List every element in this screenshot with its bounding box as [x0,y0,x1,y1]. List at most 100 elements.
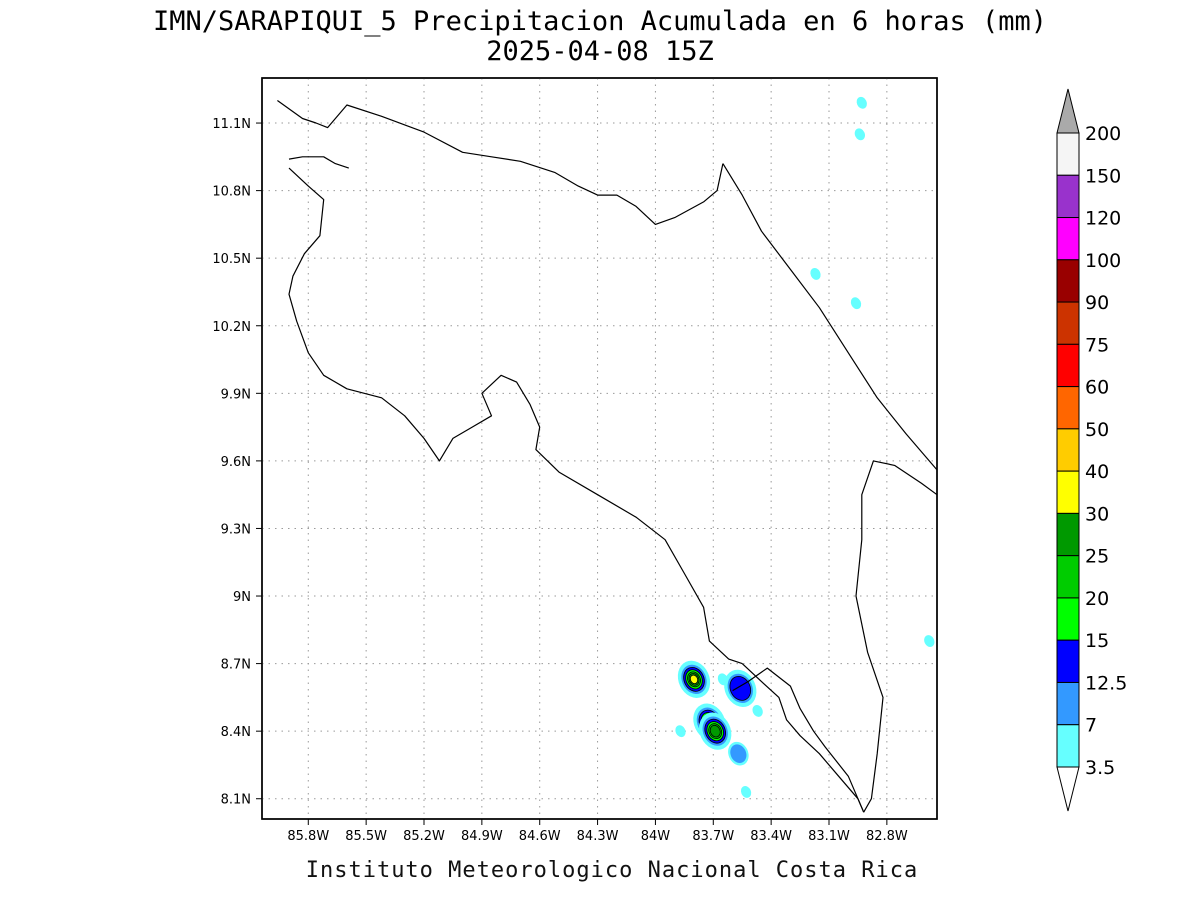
lat-tick-label: 10.8N [212,185,251,200]
legend-swatch [1056,132,1080,176]
coastline-pacific-coast [288,167,743,665]
color-legend: 200 150 120 100 90 75 60 50 40 30 25 20 15 12.5 7 3.5 [1056,88,1127,812]
legend-label: 100 [1085,250,1121,272]
precip-cell [699,712,732,750]
precip-cell [677,660,711,698]
legend-swatch [1056,470,1080,514]
precip-cell [854,128,865,141]
coastline-caribbean-coast [722,163,938,471]
lat-tick-label: 8.4N [221,725,251,740]
precip-cell [856,96,867,109]
lon-tick-label: 82.8W [866,829,908,844]
legend-swatch [1056,428,1080,472]
lon-tick-label: 84W [641,829,671,844]
precip-cell [850,297,862,310]
lat-tick-label: 8.1N [221,793,251,808]
institution-footer: Instituto Meteorologico Nacional Costa R… [306,858,919,883]
precip-cell [810,268,821,280]
contour-level [810,268,821,280]
lon-tick-label: 84.9W [461,829,503,844]
precip-cell [752,704,763,717]
legend-label: 40 [1085,461,1109,483]
legend-swatch [1056,555,1080,599]
lat-tick-label: 9.3N [221,522,251,537]
longitude-axis: 85.8W 85.5W 85.2W 84.9W 84.6W 84.3W 84W 83.7W 83… [287,819,908,844]
contour-level [740,786,752,798]
lon-tick-label: 85.5W [345,829,387,844]
lon-tick-label: 85.2W [403,829,445,844]
contour-level [854,128,865,141]
legend-label: 150 [1085,165,1121,187]
legend-label: 3.5 [1085,757,1115,779]
legend-label: 200 [1085,123,1121,145]
contour-level [717,673,729,686]
legend-swatch [1056,724,1080,768]
lat-tick-label: 8.7N [221,658,251,673]
legend-swatch [1056,301,1080,345]
lon-tick-label: 83.1W [808,829,850,844]
contour-level [856,96,867,109]
lon-tick-label: 83.7W [692,829,734,844]
grid-lines [262,78,937,819]
lon-tick-label: 85.8W [287,829,329,844]
coastline-gulf-border [288,156,349,169]
contour-level [689,674,699,685]
lon-tick-label: 83.4W [750,829,792,844]
legend-label: 90 [1085,292,1109,314]
latitude-axis: 11.1N 10.8N 10.5N 10.2N 9.9N 9.6N 9.3N 9N 8.7N 8.… [212,117,262,808]
lat-tick-label: 10.5N [212,252,251,267]
legend-swatch [1056,259,1080,303]
legend-swatch [1056,639,1080,683]
plot-border [261,77,938,820]
legend-label: 75 [1085,334,1109,356]
contour-level [730,744,747,763]
contour-level [850,297,862,310]
legend-top-arrow [1056,88,1080,134]
precip-cell [728,741,749,766]
contour-level [709,724,721,738]
legend-label: 60 [1085,377,1109,399]
plot-frame [261,77,938,820]
legend-swatch [1056,174,1080,219]
precip-cell [740,786,752,798]
lat-tick-label: 9N [233,590,251,605]
legend-swatch [1056,681,1080,726]
legend-bottom-arrow [1056,766,1080,812]
lat-tick-label: 9.9N [221,387,251,402]
legend-label: 120 [1085,208,1121,230]
legend-label: 15 [1085,630,1109,652]
contour-level [675,725,686,738]
coastline-golfo-dulce-east [741,663,865,813]
precip-cell [724,669,757,707]
coastlines [277,100,938,813]
legend-swatch [1056,343,1080,388]
lat-tick-label: 11.1N [212,117,251,132]
coastline-pacific-east-shore [732,667,865,813]
legend-label: 12.5 [1085,672,1127,694]
precip-cell [924,635,935,647]
legend-swatch [1056,386,1080,430]
map-title: IMN/SARAPIQUI_5 Precipitacion Acumulada … [153,6,1047,37]
legend-swatch [1056,217,1080,261]
lat-tick-label: 9.6N [221,455,251,470]
legend-label: 7 [1085,715,1097,737]
lon-tick-label: 84.3W [577,829,619,844]
precipitation-contours [675,96,935,798]
contour-level [924,635,935,647]
legend-label: 50 [1085,419,1109,441]
coastline-panama-border [855,460,938,813]
precip-cell [717,673,729,686]
lat-tick-label: 10.2N [212,320,251,335]
legend-label: 30 [1085,503,1109,525]
legend-label: 25 [1085,546,1109,568]
legend-swatch [1056,512,1080,557]
precip-cell [675,725,686,738]
legend-label: 20 [1085,588,1109,610]
legend-swatch [1056,597,1080,641]
coastline-nicaragua-border [277,100,724,225]
plot-area [261,77,938,820]
lon-tick-label: 84.6W [519,829,561,844]
contour-level [752,704,763,717]
map-subtitle: 2025-04-08 15Z [486,36,714,67]
